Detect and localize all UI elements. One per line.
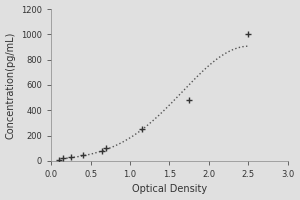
- Y-axis label: Concentration(pg/mL): Concentration(pg/mL): [6, 31, 16, 139]
- X-axis label: Optical Density: Optical Density: [132, 184, 207, 194]
